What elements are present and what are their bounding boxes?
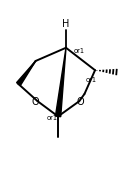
Text: or1: or1 bbox=[85, 77, 96, 83]
Text: O: O bbox=[76, 97, 84, 107]
Text: or1: or1 bbox=[73, 48, 84, 54]
Polygon shape bbox=[17, 61, 36, 86]
Polygon shape bbox=[55, 48, 66, 117]
Text: O: O bbox=[31, 97, 39, 107]
Text: H: H bbox=[62, 19, 70, 29]
Text: or1: or1 bbox=[47, 115, 58, 121]
